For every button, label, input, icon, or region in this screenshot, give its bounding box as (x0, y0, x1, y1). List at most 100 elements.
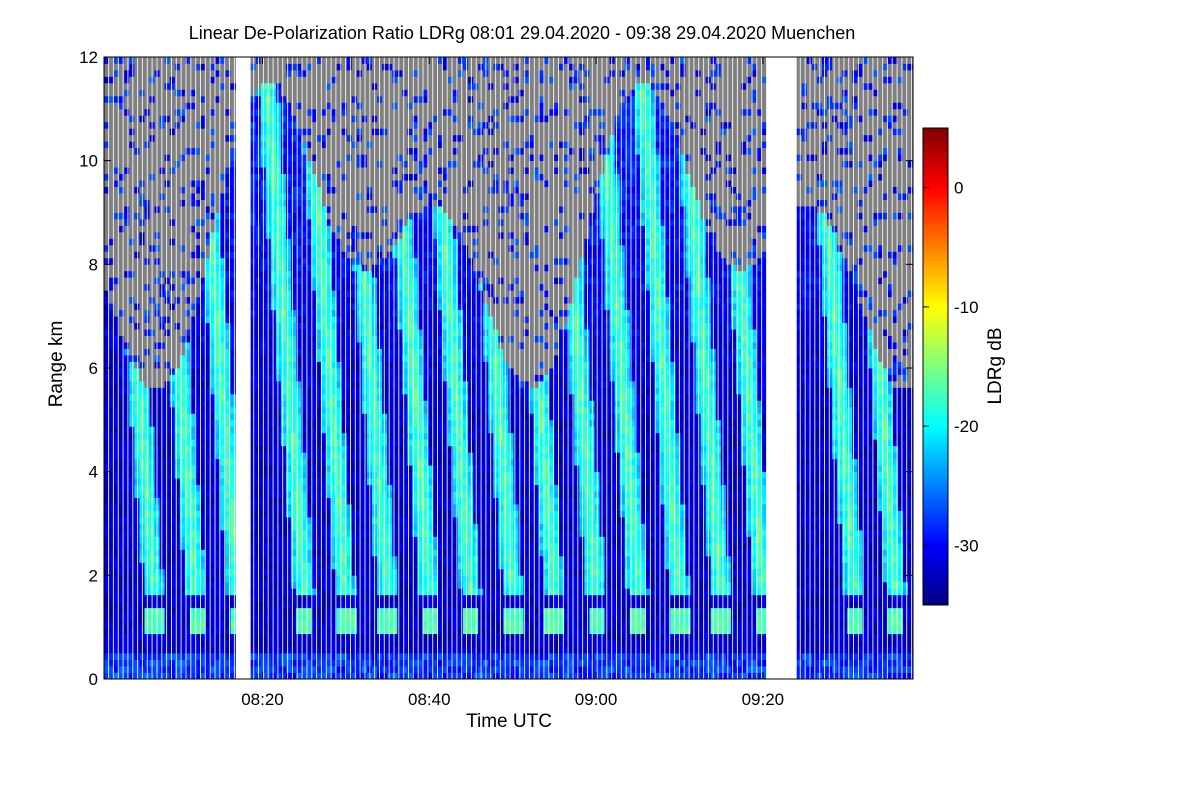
heatmap-cell (179, 594, 186, 602)
heatmap-cell (164, 646, 171, 654)
heatmap-cell (184, 115, 191, 123)
heatmap-cell (220, 290, 226, 298)
heatmap-cell (326, 491, 332, 498)
heatmap-cell (326, 134, 332, 142)
heatmap-cell (225, 497, 231, 505)
heatmap-cell (109, 529, 115, 537)
heatmap-cell (205, 659, 211, 667)
heatmap-cell (336, 387, 343, 395)
heatmap-cell (205, 199, 211, 207)
heatmap-cell (225, 646, 231, 654)
heatmap-cell (109, 76, 115, 84)
heatmap-cell (291, 160, 297, 168)
heatmap-cell (331, 335, 337, 343)
heatmap-cell (124, 542, 130, 550)
heatmap-cell (291, 212, 297, 220)
heatmap-cell (164, 361, 171, 369)
heatmap-cell (275, 659, 282, 667)
heatmap-cell (164, 426, 171, 434)
heatmap-cell (275, 134, 282, 142)
heatmap-cell (109, 342, 115, 349)
heatmap-cell (184, 283, 191, 291)
heatmap-cell (179, 588, 186, 596)
heatmap-cell (220, 640, 226, 648)
heatmap-cell (311, 439, 317, 447)
heatmap-cell (179, 620, 186, 628)
heatmap-cell (275, 348, 282, 356)
heatmap-cell (119, 147, 125, 155)
heatmap-cell (114, 659, 120, 667)
heatmap-cell (215, 445, 221, 453)
heatmap-cell (109, 549, 115, 557)
heatmap-cell (134, 348, 140, 356)
heatmap-cell (296, 562, 302, 570)
heatmap-cell (220, 419, 226, 427)
heatmap-cell (200, 238, 206, 246)
heatmap-cell (225, 666, 231, 673)
heatmap-cell (109, 575, 115, 583)
heatmap-cell (326, 251, 332, 259)
heatmap-cell (159, 108, 166, 116)
heatmap-cell (230, 601, 236, 609)
heatmap-cell (195, 413, 201, 421)
heatmap-cell (311, 387, 317, 395)
heatmap-cell (179, 160, 186, 168)
heatmap-cell (104, 89, 110, 97)
heatmap-cell (326, 581, 332, 589)
heatmap-cell (179, 244, 186, 252)
heatmap-cell (129, 238, 135, 246)
heatmap-cell (174, 529, 181, 537)
heatmap-cell (326, 536, 332, 544)
heatmap-cell (296, 57, 302, 64)
heatmap-cell (296, 128, 302, 136)
heatmap-cell (296, 523, 302, 531)
heatmap-cell (356, 355, 363, 362)
heatmap-cell (351, 141, 358, 149)
heatmap-cell (356, 238, 363, 246)
heatmap-cell (215, 491, 221, 498)
heatmap-cell (159, 465, 166, 473)
heatmap-cell (275, 154, 282, 162)
heatmap-cell (341, 575, 348, 583)
heatmap-cell (109, 380, 115, 388)
heatmap-cell (124, 335, 130, 343)
heatmap-cell (296, 633, 302, 641)
heatmap-cell (306, 348, 312, 356)
heatmap-cell (225, 581, 231, 589)
heatmap-cell (104, 264, 110, 272)
heatmap-cell (159, 244, 166, 252)
heatmap-cell (200, 672, 206, 680)
heatmap-cell (230, 620, 236, 628)
heatmap-cell (286, 128, 292, 136)
heatmap-cell (275, 640, 282, 648)
heatmap-cell (275, 653, 282, 660)
heatmap-cell (114, 251, 120, 259)
heatmap-cell (179, 76, 186, 84)
heatmap-cell (220, 264, 226, 272)
heatmap-cell (275, 445, 282, 453)
heatmap-cell (205, 361, 211, 369)
heatmap-cell (104, 309, 110, 317)
heatmap-cell (104, 400, 110, 408)
heatmap-cell (326, 633, 332, 641)
heatmap-cell (286, 283, 292, 291)
heatmap-cell (200, 627, 206, 635)
heatmap-cell (200, 316, 206, 324)
heatmap-cell (346, 452, 353, 460)
heatmap-cell (341, 57, 348, 64)
heatmap-cell (195, 218, 201, 226)
heatmap-cell (124, 588, 130, 596)
heatmap-cell (326, 601, 332, 609)
heatmap-cell (124, 238, 130, 246)
heatmap-cell (179, 322, 186, 330)
heatmap-cell (230, 212, 236, 220)
heatmap-cell (301, 186, 307, 194)
heatmap-cell (195, 504, 201, 511)
heatmap-cell (230, 471, 236, 479)
heatmap-cell (210, 147, 216, 155)
heatmap-cell (311, 413, 317, 421)
heatmap-cell (104, 257, 110, 265)
heatmap-cell (326, 380, 332, 388)
heatmap-cell (179, 659, 186, 667)
heatmap-cell (346, 478, 353, 486)
